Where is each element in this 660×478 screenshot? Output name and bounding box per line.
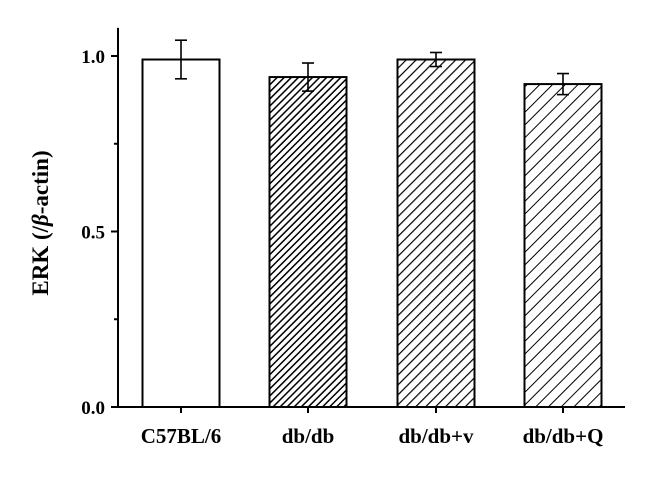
y-tick-label: 1.0 xyxy=(81,47,105,68)
bar-db-db-q xyxy=(523,83,603,409)
error-bar xyxy=(302,62,314,92)
x-ticks-group: C57BL/6 db/db db/db+v db/db+Q xyxy=(141,407,604,448)
y-ticks-group: 0.0 0.5 1.0 xyxy=(81,47,118,419)
y-axis-title-beta: β xyxy=(28,214,53,227)
bar-db-db-v xyxy=(396,58,476,408)
x-category-label: C57BL/6 xyxy=(141,424,222,448)
x-category-label: db/db xyxy=(282,424,335,448)
y-axis-title-suffix: -actin) xyxy=(28,150,53,214)
error-bar xyxy=(175,39,187,80)
x-category-label: db/db+v xyxy=(398,424,474,448)
error-bar xyxy=(557,72,569,96)
error-bar xyxy=(430,51,442,68)
y-tick-label: 0.5 xyxy=(81,223,105,244)
bar-db-db xyxy=(268,76,348,408)
bar-c57bl-6 xyxy=(141,58,221,408)
bars-group xyxy=(141,58,603,409)
y-axis-title: ERK (/β-actin) xyxy=(28,150,53,295)
x-category-label: db/db+Q xyxy=(523,424,604,448)
error-bars-group xyxy=(175,39,569,96)
y-tick-label: 0.0 xyxy=(81,398,105,419)
y-axis-title-prefix: ERK (/ xyxy=(28,225,53,295)
